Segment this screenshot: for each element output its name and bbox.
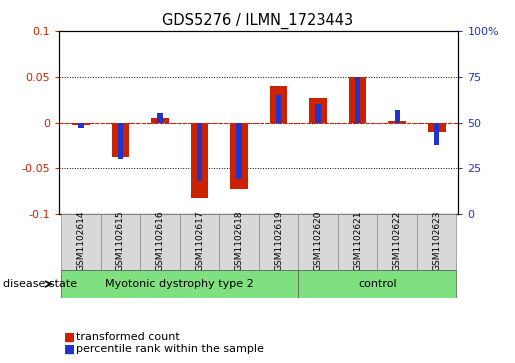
Bar xyxy=(428,122,445,132)
Bar xyxy=(338,214,377,270)
Bar xyxy=(349,77,367,122)
Bar xyxy=(355,77,360,122)
Text: transformed count: transformed count xyxy=(76,332,180,342)
Text: GDS5276 / ILMN_1723443: GDS5276 / ILMN_1723443 xyxy=(162,13,353,29)
Bar xyxy=(72,122,90,125)
Text: ■: ■ xyxy=(64,343,76,356)
Bar xyxy=(140,214,180,270)
Bar xyxy=(298,270,456,298)
Text: GSM1102615: GSM1102615 xyxy=(116,211,125,272)
Text: Myotonic dystrophy type 2: Myotonic dystrophy type 2 xyxy=(106,279,254,289)
Text: GSM1102618: GSM1102618 xyxy=(234,211,244,272)
Bar xyxy=(236,122,242,179)
Bar xyxy=(151,118,169,122)
Text: GSM1102616: GSM1102616 xyxy=(156,211,164,272)
Bar xyxy=(377,214,417,270)
Bar xyxy=(270,86,287,122)
Bar xyxy=(434,122,439,144)
Text: GSM1102617: GSM1102617 xyxy=(195,211,204,272)
Bar xyxy=(118,122,123,159)
Bar xyxy=(158,113,163,122)
Text: GSM1102622: GSM1102622 xyxy=(392,211,402,272)
Text: GSM1102614: GSM1102614 xyxy=(76,211,85,272)
Text: ■: ■ xyxy=(64,330,76,343)
Text: GSM1102621: GSM1102621 xyxy=(353,211,362,272)
Bar xyxy=(394,110,400,122)
Text: disease state: disease state xyxy=(3,279,77,289)
Bar xyxy=(316,104,321,122)
Text: GSM1102623: GSM1102623 xyxy=(432,211,441,272)
Text: percentile rank within the sample: percentile rank within the sample xyxy=(76,344,264,354)
Bar xyxy=(388,121,406,122)
Bar xyxy=(230,122,248,189)
Bar xyxy=(61,270,298,298)
Bar xyxy=(259,214,298,270)
Bar xyxy=(180,214,219,270)
Bar xyxy=(276,95,281,122)
Bar xyxy=(309,98,327,122)
Bar xyxy=(219,214,259,270)
Bar xyxy=(61,214,101,270)
Bar xyxy=(417,214,456,270)
Bar xyxy=(191,122,209,198)
Bar xyxy=(298,214,338,270)
Text: GSM1102619: GSM1102619 xyxy=(274,211,283,272)
Bar xyxy=(101,214,140,270)
Bar xyxy=(78,122,83,128)
Text: control: control xyxy=(358,279,397,289)
Text: GSM1102620: GSM1102620 xyxy=(314,211,322,272)
Bar xyxy=(112,122,129,157)
Bar xyxy=(197,122,202,181)
